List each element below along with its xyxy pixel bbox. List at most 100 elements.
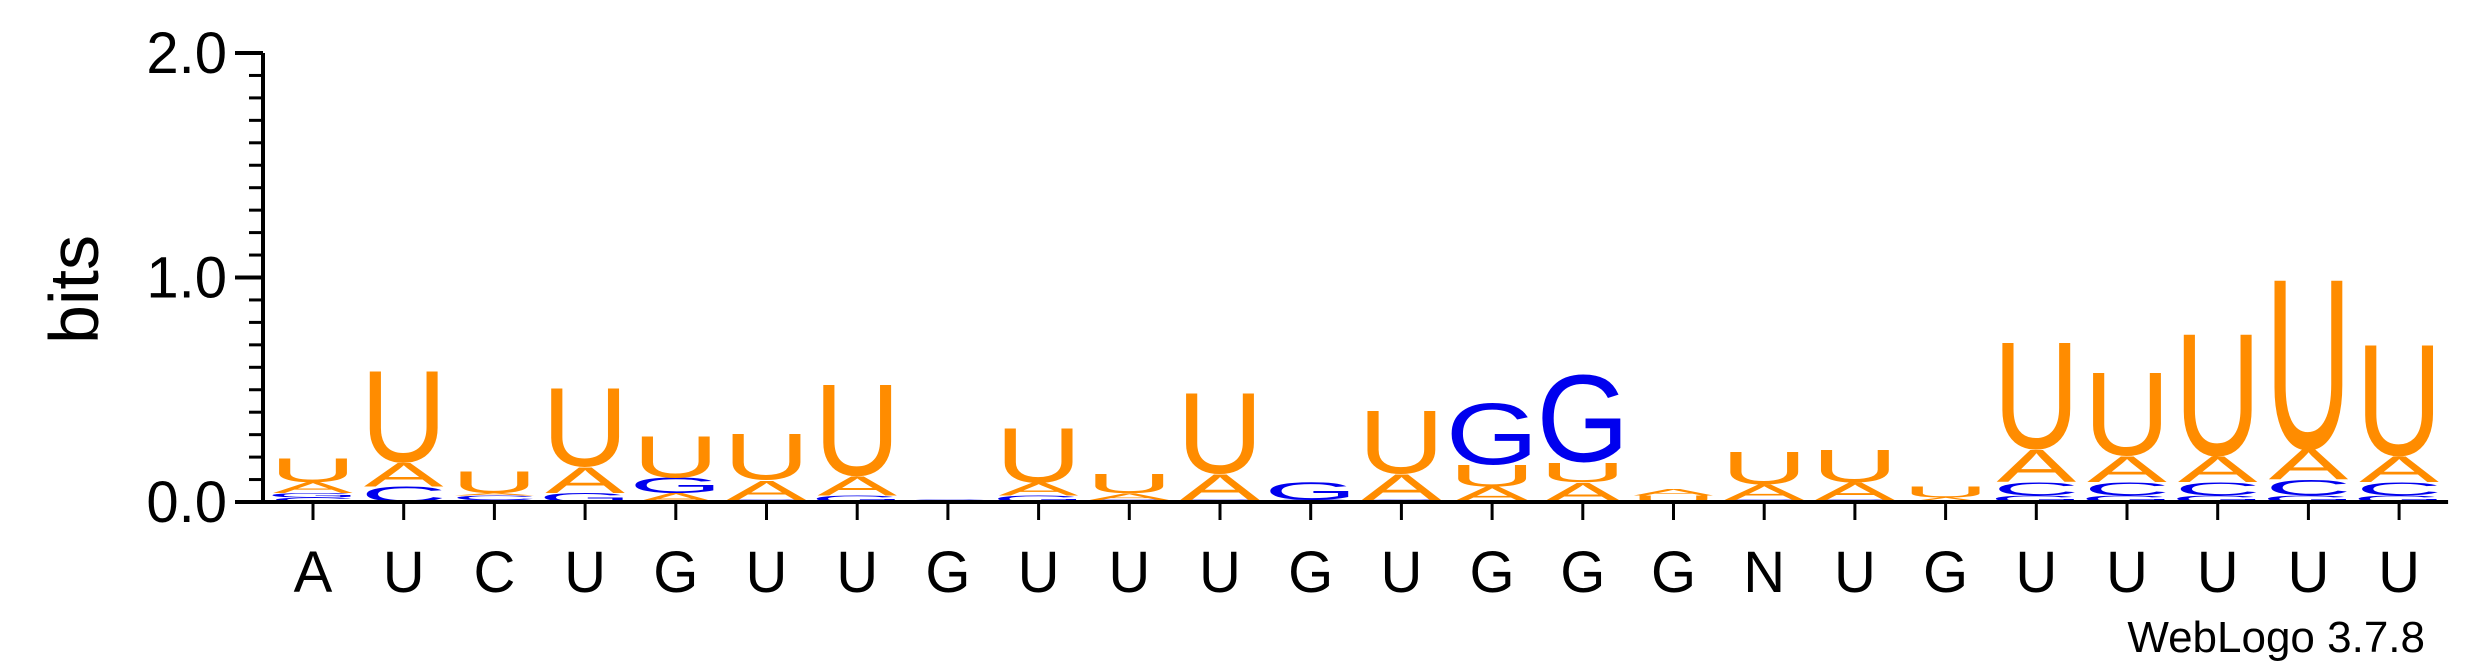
weblogo-version-label: WebLogo 3.7.8 bbox=[2127, 613, 2425, 662]
logo-letter-a: A bbox=[1996, 440, 2076, 492]
position-stack: AGU bbox=[629, 424, 722, 505]
position-stack: AU bbox=[1902, 484, 1988, 504]
position-stack: AUG bbox=[1446, 385, 1539, 506]
logo-letter-u: U bbox=[1540, 457, 1626, 488]
position-label: U bbox=[383, 540, 425, 605]
position-label: U bbox=[2378, 540, 2420, 605]
position-label: C bbox=[473, 540, 515, 605]
position-label: U bbox=[1380, 540, 1422, 605]
logo-letter-u: U bbox=[361, 344, 447, 490]
logo-letter-g: G bbox=[629, 473, 722, 497]
position-label: U bbox=[746, 540, 788, 605]
position-label: N bbox=[1743, 540, 1785, 605]
position-stack: GAU bbox=[992, 412, 1085, 504]
y-axis: 0.0 1.0 2.0 bbox=[146, 21, 265, 535]
position-stack: GAU bbox=[1083, 468, 1176, 503]
position-label: U bbox=[1199, 540, 1241, 605]
logo-letter-a: A bbox=[455, 492, 536, 495]
position-stack: GAU bbox=[811, 357, 904, 504]
logo-letter-u: U bbox=[2265, 229, 2351, 501]
logo-letter-a: A bbox=[2359, 448, 2439, 490]
logo-letter-g: G bbox=[1446, 385, 1539, 483]
logo-letter-c: C bbox=[1993, 479, 2079, 500]
y-axis-label: bits bbox=[35, 235, 113, 344]
logo-letter-a: A bbox=[545, 459, 625, 501]
y-tick-label: 2.0 bbox=[146, 21, 227, 86]
position-label: G bbox=[653, 540, 698, 605]
position-label: G bbox=[1560, 540, 1605, 605]
y-tick-label: 1.0 bbox=[146, 246, 227, 311]
logo-letter-g: G bbox=[811, 493, 904, 503]
logo-letter-u: U bbox=[2084, 348, 2170, 480]
position-stack: CAU bbox=[1358, 392, 1444, 508]
position-label: G bbox=[1470, 540, 1515, 605]
logo-letter-c: C bbox=[270, 496, 356, 503]
logo-letter-a: A bbox=[1089, 491, 1169, 501]
position-stack: GAU bbox=[1174, 369, 1267, 508]
position-label: U bbox=[2287, 540, 2329, 605]
logo-letter-u: U bbox=[723, 421, 809, 494]
logo-letter-u: U bbox=[1630, 493, 1716, 503]
logo-letter-u: U bbox=[1812, 440, 1898, 492]
logo-letter-g: G bbox=[2262, 493, 2355, 503]
position-stack: UA bbox=[1630, 487, 1716, 504]
position-label: G bbox=[1288, 540, 1333, 605]
position-label: G bbox=[1651, 540, 1696, 605]
position-stack: AUG bbox=[1536, 348, 1629, 508]
position-label: U bbox=[836, 540, 878, 605]
y-tick-label: 0.0 bbox=[146, 470, 227, 535]
logo-letter-g: G bbox=[1990, 493, 2083, 503]
logo-letter-c: C bbox=[2084, 479, 2170, 500]
logo-letter-c: C bbox=[2356, 479, 2442, 500]
position-label: U bbox=[1108, 540, 1150, 605]
position-label: U bbox=[1018, 540, 1060, 605]
position-stack: GAU bbox=[539, 364, 632, 504]
position-label: U bbox=[1834, 540, 1876, 605]
logo-letter-a: A bbox=[1906, 496, 1987, 503]
position-label: U bbox=[2106, 540, 2148, 605]
position-label: G bbox=[925, 540, 970, 605]
logo-letter-a: A bbox=[2178, 448, 2258, 490]
logo-letter-c: C bbox=[2265, 476, 2351, 500]
position-label: G bbox=[1923, 540, 1968, 605]
logo-letter-a: A bbox=[999, 479, 1079, 500]
position-label: U bbox=[2015, 540, 2057, 605]
logo-letter-u: U bbox=[1358, 392, 1444, 493]
position-label: U bbox=[564, 540, 606, 605]
position-stack: CAU bbox=[361, 344, 447, 507]
logo-letter-u: U bbox=[633, 424, 719, 490]
logo-letter-u: U bbox=[451, 465, 537, 500]
logo-letter-u: U bbox=[1902, 484, 1988, 501]
logo-letter-c: C bbox=[451, 494, 537, 501]
logo-letter-u: U bbox=[1449, 458, 1535, 493]
logo-letter-g: G bbox=[2353, 493, 2446, 503]
logo-letter-u: U bbox=[542, 364, 628, 490]
logo-letter-g: G bbox=[267, 492, 360, 499]
logo-letter-a: A bbox=[273, 479, 353, 496]
position-stack: GAU bbox=[1718, 442, 1811, 504]
logo-letter-u: U bbox=[1993, 311, 2079, 481]
logo-letter-u: U bbox=[995, 412, 1081, 499]
position-stack: GAU bbox=[1808, 440, 1901, 505]
logo-letter-u: U bbox=[814, 357, 900, 503]
logo-letter-g: G bbox=[1536, 348, 1629, 488]
logo-letter-u: U bbox=[1086, 468, 1172, 499]
logo-letter-a: A bbox=[817, 470, 897, 501]
logo-letter-u: U bbox=[1721, 442, 1807, 494]
position-stack: GAU bbox=[720, 421, 813, 506]
logo-letter-u: U bbox=[270, 451, 356, 490]
position-label: U bbox=[2197, 540, 2239, 605]
logo-letter-c: C bbox=[2175, 479, 2261, 500]
position-label: A bbox=[294, 540, 333, 605]
logo-letter-u: U bbox=[2175, 297, 2261, 492]
letter-stacks: CGAUCAUGCAUGAUAGUGAUGAUGGAUGAUGAUCGCAUAU… bbox=[267, 229, 2446, 509]
logo-letter-a: A bbox=[364, 455, 444, 494]
